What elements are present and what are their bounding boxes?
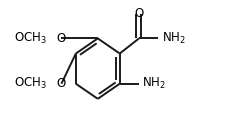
Text: O: O (134, 7, 144, 20)
Text: NH$_2$: NH$_2$ (142, 76, 166, 91)
Text: NH$_2$: NH$_2$ (162, 31, 185, 46)
Text: OCH$_3$: OCH$_3$ (14, 76, 47, 91)
Text: OCH$_3$: OCH$_3$ (14, 31, 47, 46)
Text: O: O (57, 77, 66, 90)
Text: O: O (57, 32, 66, 45)
